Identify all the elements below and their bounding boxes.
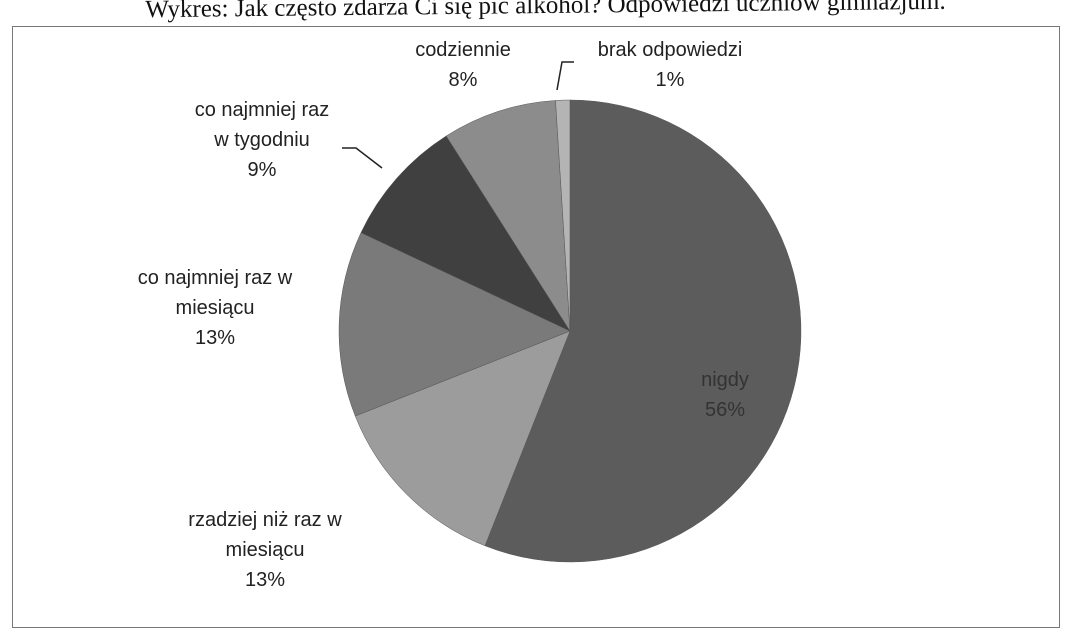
pie-slice bbox=[354, 330, 571, 547]
pie-slice bbox=[338, 232, 571, 417]
category-label: co najmniej raz w tygodniu bbox=[194, 99, 330, 151]
pie-slice bbox=[484, 99, 802, 563]
slice-label: rzadziej niż raz w miesiącu 13% bbox=[170, 505, 360, 595]
category-label: co najmniej raz w miesiącu bbox=[137, 267, 293, 319]
category-label: brak odpowiedzi bbox=[597, 39, 743, 61]
value-label: 13% bbox=[244, 569, 286, 591]
category-label: codziennie bbox=[415, 39, 511, 61]
value-label: 8% bbox=[448, 69, 478, 91]
value-label: 13% bbox=[194, 327, 236, 349]
leader-line bbox=[342, 147, 383, 169]
slice-label: co najmniej raz w miesiącu 13% bbox=[120, 263, 310, 353]
pie-slice bbox=[360, 135, 571, 332]
leader-line bbox=[556, 61, 574, 91]
slice-label: nigdy 56% bbox=[680, 365, 770, 425]
value-label: 1% bbox=[655, 69, 685, 91]
slice-label: codziennie 8% bbox=[393, 35, 533, 95]
category-label: rzadziej niż raz w miesiącu bbox=[188, 509, 342, 561]
value-label: 56% bbox=[704, 399, 746, 421]
slice-label: co najmniej raz w tygodniu 9% bbox=[192, 95, 332, 185]
value-label: 9% bbox=[247, 159, 277, 181]
category-label: nigdy bbox=[701, 369, 749, 391]
pie-slice bbox=[555, 99, 571, 332]
slice-label: brak odpowiedzi 1% bbox=[570, 35, 770, 95]
pie-slice bbox=[445, 100, 571, 332]
chart-frame bbox=[12, 26, 1060, 628]
